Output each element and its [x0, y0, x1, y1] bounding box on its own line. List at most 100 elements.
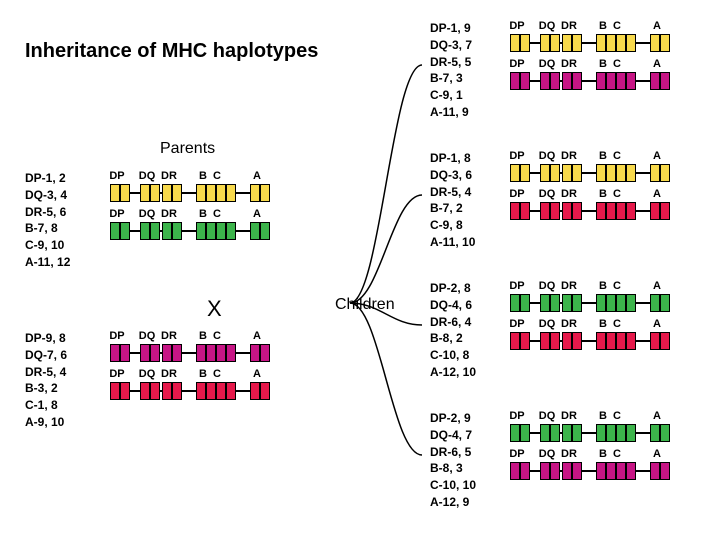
locus-label: DR	[559, 448, 579, 460]
locus-label: C	[607, 58, 627, 70]
chromosome-line	[110, 230, 270, 232]
locus-label: C	[607, 20, 627, 32]
gene-box	[660, 34, 670, 52]
gene-box	[626, 72, 636, 90]
gene-box	[540, 462, 550, 480]
gene-box	[540, 164, 550, 182]
chromosome-line	[510, 470, 670, 472]
gene-box	[616, 72, 626, 90]
gene-box	[660, 332, 670, 350]
gene-box	[510, 202, 520, 220]
gene-box	[520, 72, 530, 90]
gene-box	[120, 344, 130, 362]
gene-box	[562, 72, 572, 90]
gene-box	[650, 424, 660, 442]
locus-label: DP	[507, 448, 527, 460]
gene-box	[596, 202, 606, 220]
locus-label: A	[647, 20, 667, 32]
locus-label: DR	[559, 410, 579, 422]
locus-label: DP	[507, 150, 527, 162]
locus-label: C	[607, 448, 627, 460]
locus-label: C	[607, 280, 627, 292]
gene-box	[110, 222, 120, 240]
gene-box	[596, 332, 606, 350]
gene-box	[520, 164, 530, 182]
locus-label: DQ	[137, 208, 157, 220]
gene-box	[606, 72, 616, 90]
locus-label: C	[607, 318, 627, 330]
gene-box	[216, 382, 226, 400]
chromosome-line	[510, 302, 670, 304]
gene-box	[650, 34, 660, 52]
gene-box	[626, 332, 636, 350]
locus-label: DR	[159, 170, 179, 182]
gene-box	[626, 462, 636, 480]
locus-label: DP	[507, 280, 527, 292]
locus-label: DR	[559, 280, 579, 292]
gene-box	[226, 222, 236, 240]
gene-box	[120, 184, 130, 202]
child2-alleles: DP-1, 8 DQ-3, 6 DR-5, 4 B-7, 2 C-9, 8 A-…	[430, 150, 475, 251]
gene-box	[510, 72, 520, 90]
locus-label: C	[607, 410, 627, 422]
gene-box	[550, 294, 560, 312]
locus-label: DP	[107, 330, 127, 342]
gene-box	[140, 222, 150, 240]
gene-box	[196, 382, 206, 400]
gene-box	[520, 332, 530, 350]
gene-box	[616, 294, 626, 312]
gene-box	[606, 294, 616, 312]
gene-box	[520, 462, 530, 480]
parent2-alleles: DP-9, 8 DQ-7, 6 DR-5, 4 B-3, 2 C-1, 8 A-…	[25, 330, 67, 431]
gene-box	[606, 424, 616, 442]
gene-box	[510, 34, 520, 52]
gene-box	[510, 424, 520, 442]
gene-box	[562, 332, 572, 350]
gene-box	[216, 344, 226, 362]
gene-box	[196, 222, 206, 240]
gene-box	[250, 382, 260, 400]
child3-alleles: DP-2, 8 DQ-4, 6 DR-6, 4 B-8, 2 C-10, 8 A…	[430, 280, 476, 381]
gene-box	[206, 222, 216, 240]
gene-box	[606, 332, 616, 350]
gene-box	[172, 222, 182, 240]
gene-box	[562, 424, 572, 442]
gene-box	[562, 462, 572, 480]
chromosome-line	[510, 42, 670, 44]
gene-box	[206, 184, 216, 202]
locus-label: DP	[507, 188, 527, 200]
children-label: Children	[335, 296, 395, 314]
gene-box	[596, 294, 606, 312]
gene-box	[250, 344, 260, 362]
locus-label: A	[647, 318, 667, 330]
locus-label: A	[247, 330, 267, 342]
locus-label: DP	[107, 208, 127, 220]
gene-box	[162, 382, 172, 400]
gene-box	[650, 164, 660, 182]
gene-box	[140, 344, 150, 362]
gene-box	[540, 34, 550, 52]
locus-label: DR	[159, 208, 179, 220]
gene-box	[572, 34, 582, 52]
gene-box	[596, 462, 606, 480]
gene-box	[616, 164, 626, 182]
chromosome-line	[110, 352, 270, 354]
locus-label: DR	[559, 318, 579, 330]
gene-box	[150, 382, 160, 400]
gene-box	[572, 164, 582, 182]
gene-box	[572, 332, 582, 350]
locus-label: DR	[159, 330, 179, 342]
gene-box	[226, 184, 236, 202]
gene-box	[660, 462, 670, 480]
gene-box	[660, 72, 670, 90]
gene-box	[520, 294, 530, 312]
gene-box	[616, 34, 626, 52]
locus-label: C	[607, 150, 627, 162]
locus-label: DR	[559, 188, 579, 200]
gene-box	[550, 424, 560, 442]
gene-box	[660, 202, 670, 220]
locus-label: A	[647, 410, 667, 422]
gene-box	[540, 202, 550, 220]
gene-box	[562, 202, 572, 220]
gene-box	[550, 462, 560, 480]
